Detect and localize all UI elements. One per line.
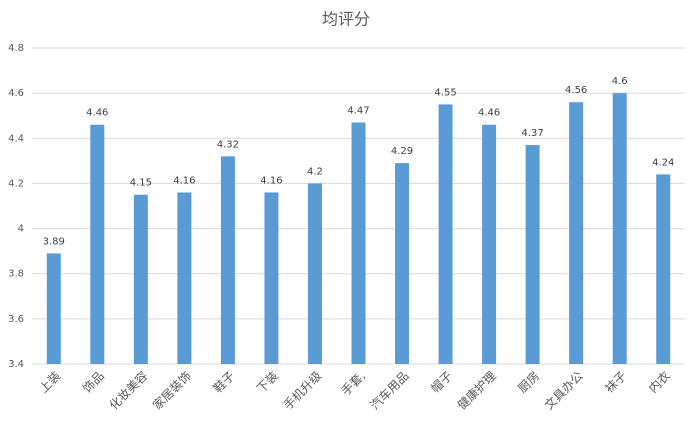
data-label: 4.47 [347,105,369,116]
bar [525,145,540,364]
y-tick-label: 4.6 [8,88,24,99]
y-tick-label: 3.4 [8,359,24,370]
data-label: 4.16 [173,175,195,186]
data-label: 4.37 [522,128,544,139]
data-label: 4.6 [612,76,628,87]
y-tick-label: 4 [18,224,24,235]
data-label: 4.32 [217,139,239,150]
bar [90,124,105,364]
chart-title: 均评分 [322,10,370,29]
bar [177,192,192,364]
data-label: 4.56 [565,85,587,96]
bar [220,156,235,364]
y-tick-label: 3.8 [8,269,24,280]
bar [612,93,627,365]
bar [264,192,279,364]
data-label: 4.46 [478,108,500,119]
bar [351,122,366,364]
bar [395,163,410,364]
y-tick-label: 4.4 [8,133,24,144]
y-tick-label: 4.2 [8,178,24,189]
data-label: 4.24 [652,157,674,168]
data-label: 4.46 [86,108,108,119]
bar [133,194,148,364]
data-label: 4.2 [307,166,323,177]
bar [46,253,61,364]
bar [656,174,671,364]
bar [482,124,497,364]
bar [569,102,584,365]
data-label: 4.16 [260,175,282,186]
data-label: 4.15 [130,178,152,189]
data-label: 4.55 [434,87,456,98]
bar [307,183,322,364]
data-label: 3.89 [43,236,65,247]
y-tick-label: 3.6 [8,314,24,325]
bar [438,104,453,364]
data-label: 4.29 [391,146,413,157]
y-tick-label: 4.8 [8,43,24,54]
